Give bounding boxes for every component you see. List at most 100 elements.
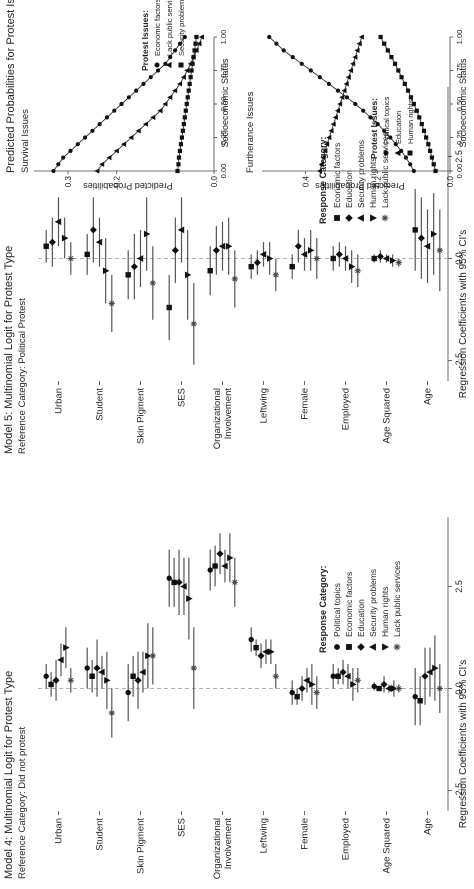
- x-tick-label: 0.0: [454, 252, 464, 265]
- point-lack-public-services: [231, 579, 238, 586]
- legend-marker-security-problems: [368, 643, 376, 651]
- legend-label-education: Education: [394, 111, 403, 144]
- point-political-topics: [408, 162, 413, 167]
- point-lack-public-services: [67, 677, 74, 684]
- point-political-topics: [248, 636, 254, 643]
- point-lack-public-services-stroke: [109, 710, 115, 716]
- x-tick-label: 0.50: [455, 97, 464, 112]
- legend-marker-human-rights: [382, 643, 390, 651]
- point-education: [326, 134, 332, 141]
- point-political-topics: [43, 673, 49, 679]
- point-economic-factors: [335, 673, 341, 679]
- category-label-line: Organizational: [212, 388, 223, 449]
- point-economic-factors: [207, 268, 213, 274]
- point-lack-public-services-stroke: [355, 268, 361, 274]
- category-label-skin-pigment: Skin Pigment: [136, 818, 147, 874]
- point-economic-factors: [148, 75, 153, 80]
- point-lack-public-services: [395, 259, 402, 266]
- y-tick-label: 0.0: [210, 175, 219, 187]
- category-label-line: Involvement: [223, 388, 234, 440]
- point-economic-factors: [134, 88, 139, 93]
- category-label-age: Age: [423, 388, 434, 405]
- point-political-topics: [317, 75, 322, 80]
- point-economic-factors: [48, 681, 54, 688]
- point-security-problems: [185, 95, 190, 100]
- point-human-rights: [389, 55, 394, 60]
- point-political-topics: [207, 567, 213, 573]
- point-security-problems: [176, 155, 182, 160]
- category-label-urban: Urban: [54, 818, 65, 844]
- legend-marker-economic-factors: [334, 215, 340, 221]
- point-education: [316, 168, 322, 174]
- category-label-line: Age Squared: [382, 818, 393, 873]
- point-human-rights: [382, 41, 387, 46]
- point-security-problems: [218, 242, 226, 250]
- point-lack-public-services-stroke: [273, 673, 279, 679]
- category-label-line: Student: [95, 388, 106, 421]
- x-tick-label: 0.00: [219, 164, 228, 179]
- point-lack-public-services-stroke: [232, 276, 238, 282]
- category-label-age-squared: Age Squared: [382, 388, 393, 443]
- point-security-problems: [190, 61, 195, 66]
- point-economic-factors: [130, 673, 136, 679]
- point-human-rights: [426, 142, 431, 147]
- point-political-topics: [308, 68, 313, 73]
- point-lack-public-services: [108, 709, 115, 717]
- x-tick-label: -2.5: [454, 783, 464, 799]
- model4-coefficient-plot: Model 4: Multinomial Logit for Protest T…: [3, 517, 469, 879]
- legend-marker-economic-factors: [346, 644, 352, 650]
- point-lack-public-services: [121, 141, 127, 147]
- legend-marker-human-rights: [370, 214, 378, 222]
- point-education: [134, 676, 142, 684]
- point-economic-factors: [412, 227, 418, 233]
- point-security-problems: [180, 583, 187, 590]
- legend-label-education: Education: [356, 599, 366, 637]
- category-label-student: Student: [95, 818, 106, 851]
- point-political-topics: [281, 48, 286, 53]
- point-economic-factors: [97, 121, 102, 127]
- category-label-student: Student: [95, 388, 106, 421]
- point-security-problems: [426, 668, 433, 676]
- point-security-problems: [136, 255, 144, 262]
- point-economic-factors: [104, 115, 110, 120]
- point-human-rights: [378, 34, 383, 40]
- point-lack-public-services: [190, 320, 197, 327]
- point-economic-factors: [294, 693, 300, 700]
- point-political-topics: [267, 34, 272, 40]
- x-tick-label: 2.5: [454, 150, 464, 163]
- point-education: [343, 81, 349, 87]
- legend-label-economic-factors: Economic factors: [344, 572, 354, 637]
- point-lack-public-services: [196, 41, 202, 47]
- point-human-rights: [405, 88, 411, 93]
- point-human-rights: [392, 61, 398, 66]
- point-security-problems: [179, 135, 184, 140]
- x-tick-label: 0.0: [454, 682, 464, 695]
- point-security-problems: [182, 115, 187, 120]
- point-security-problems: [259, 251, 267, 258]
- category-label-line: Organizational: [212, 818, 223, 879]
- point-education: [320, 154, 326, 161]
- y-tick-label: 0.2: [374, 175, 383, 187]
- point-security-problems: [181, 122, 186, 127]
- point-lack-public-services: [172, 87, 178, 94]
- point-lack-public-services: [313, 255, 320, 262]
- point-education: [212, 246, 220, 254]
- point-political-topics: [326, 81, 331, 87]
- point-economic-factors: [68, 148, 73, 154]
- point-security-problems: [186, 88, 191, 93]
- point-security-problems: [187, 81, 192, 87]
- point-human-rights: [389, 257, 397, 264]
- category-label-skin-pigment: Skin Pigment: [136, 388, 147, 444]
- legend-marker-human-rights: [407, 150, 413, 156]
- legend-label-economic-factors: Economic factors: [153, 0, 162, 56]
- category-label-urban: Urban: [54, 388, 65, 414]
- point-human-rights: [417, 115, 422, 120]
- point-economic-factors: [155, 68, 161, 73]
- point-human-rights: [63, 644, 70, 652]
- survival-ylabel: Predicted Probabilities: [83, 181, 173, 191]
- point-lack-public-services: [231, 275, 238, 283]
- point-economic-factors: [166, 304, 172, 311]
- model5-plot-area: -2.5 0.0 2.5 Urban Student Skin Pigment SES Org…: [38, 87, 464, 449]
- point-human-rights: [408, 95, 414, 100]
